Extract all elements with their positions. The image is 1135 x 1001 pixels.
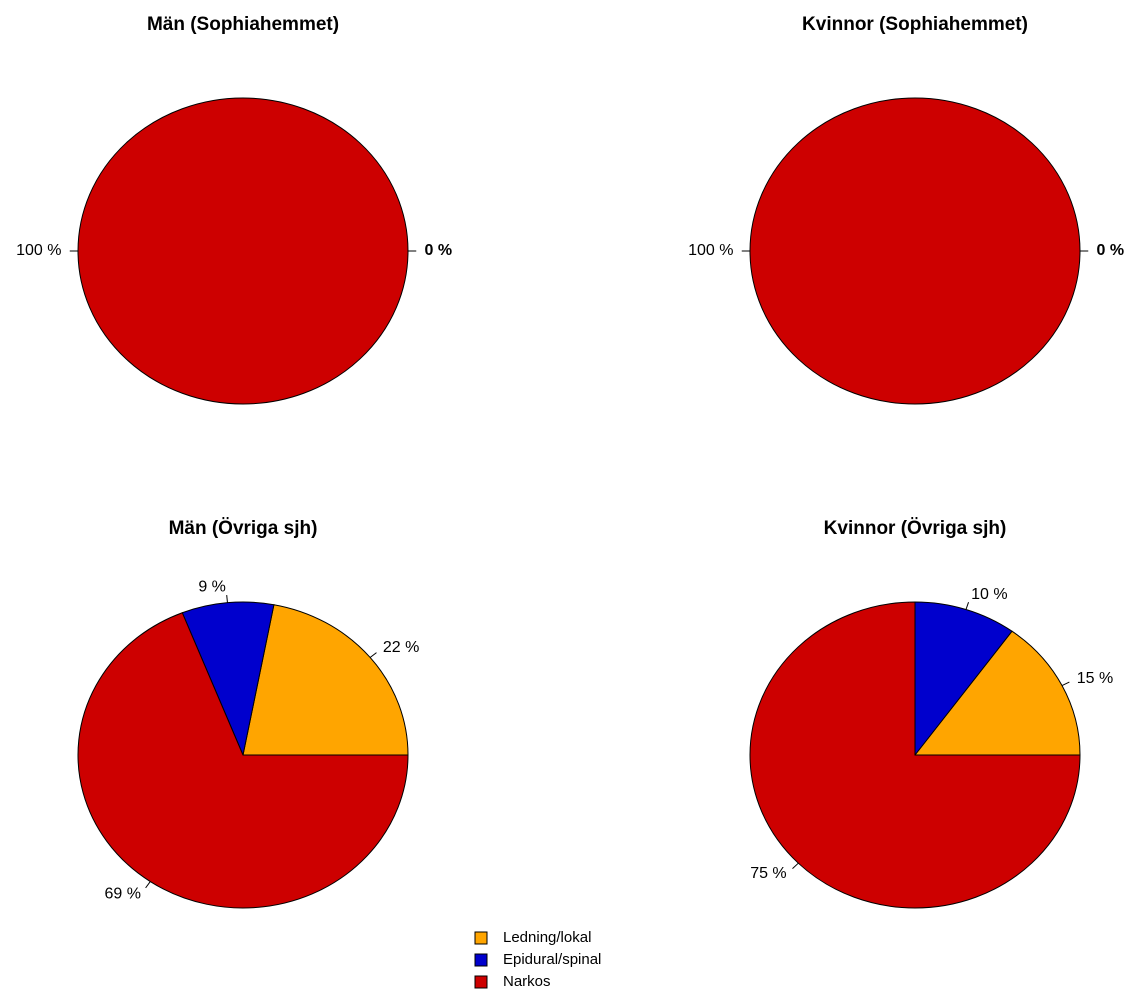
pie-panel-2: Kvinnor (Sophiahemmet) 0 % 100 % [688, 14, 1125, 405]
pie-panel-4: Kvinnor (Övriga sjh) 15 % 10 % 75 % [749, 518, 1113, 909]
pie-title: Män (Sophiahemmet) [147, 14, 339, 35]
pie-label-tick [145, 881, 151, 889]
pie-label-tick [226, 595, 228, 603]
pie-percent-label: 100 % [688, 242, 733, 259]
pie-slice-narkos [749, 97, 1081, 405]
pie-percent-label: 22 % [383, 639, 419, 656]
pie-percent-label: 0 % [425, 242, 453, 259]
legend-label: Narkos [503, 973, 551, 990]
legend: Ledning/lokal Epidural/spinal Narkos [474, 929, 601, 990]
pie-label-tick [1061, 681, 1070, 686]
pie-panels: Män (Sophiahemmet)0 %100 %Kvinnor (Sophi… [16, 14, 1125, 909]
pie-title: Kvinnor (Övriga sjh) [824, 518, 1007, 539]
pie-title: Män (Övriga sjh) [169, 518, 318, 539]
pie-slice-narkos [77, 612, 409, 909]
pie-panel-3: Män (Övriga sjh) 22 % 9 % 69 % [77, 518, 419, 909]
pie-percent-label: 75 % [750, 865, 786, 882]
legend-label: Epidural/spinal [503, 951, 601, 968]
legend-swatch [474, 931, 488, 945]
pie-percent-label: 10 % [971, 586, 1007, 603]
pie-slice-ledning-lokal [913, 630, 1081, 756]
pie-percent-label: 100 % [16, 242, 61, 259]
pie-percent-label: 0 % [1097, 242, 1125, 259]
legend-label: Ledning/lokal [503, 929, 591, 946]
pie-slice-epidural-spinal [181, 601, 275, 757]
pie-slice-narkos [77, 97, 409, 405]
pie-title: Kvinnor (Sophiahemmet) [802, 14, 1028, 35]
pie-slice-epidural-spinal [914, 601, 1013, 757]
pie-label-tick [369, 652, 377, 658]
pie-percent-label: 15 % [1077, 670, 1113, 687]
legend-swatch [474, 975, 488, 989]
legend-swatch [474, 953, 488, 967]
pie-percent-label: 69 % [105, 885, 141, 902]
pie-panel-1: Män (Sophiahemmet) 0 % 100 % [16, 14, 453, 405]
pie-label-tick [965, 602, 970, 610]
pie-percent-label: 9 % [198, 579, 226, 596]
pie-label-tick [792, 862, 799, 869]
pie-slice-narkos [749, 601, 1081, 909]
